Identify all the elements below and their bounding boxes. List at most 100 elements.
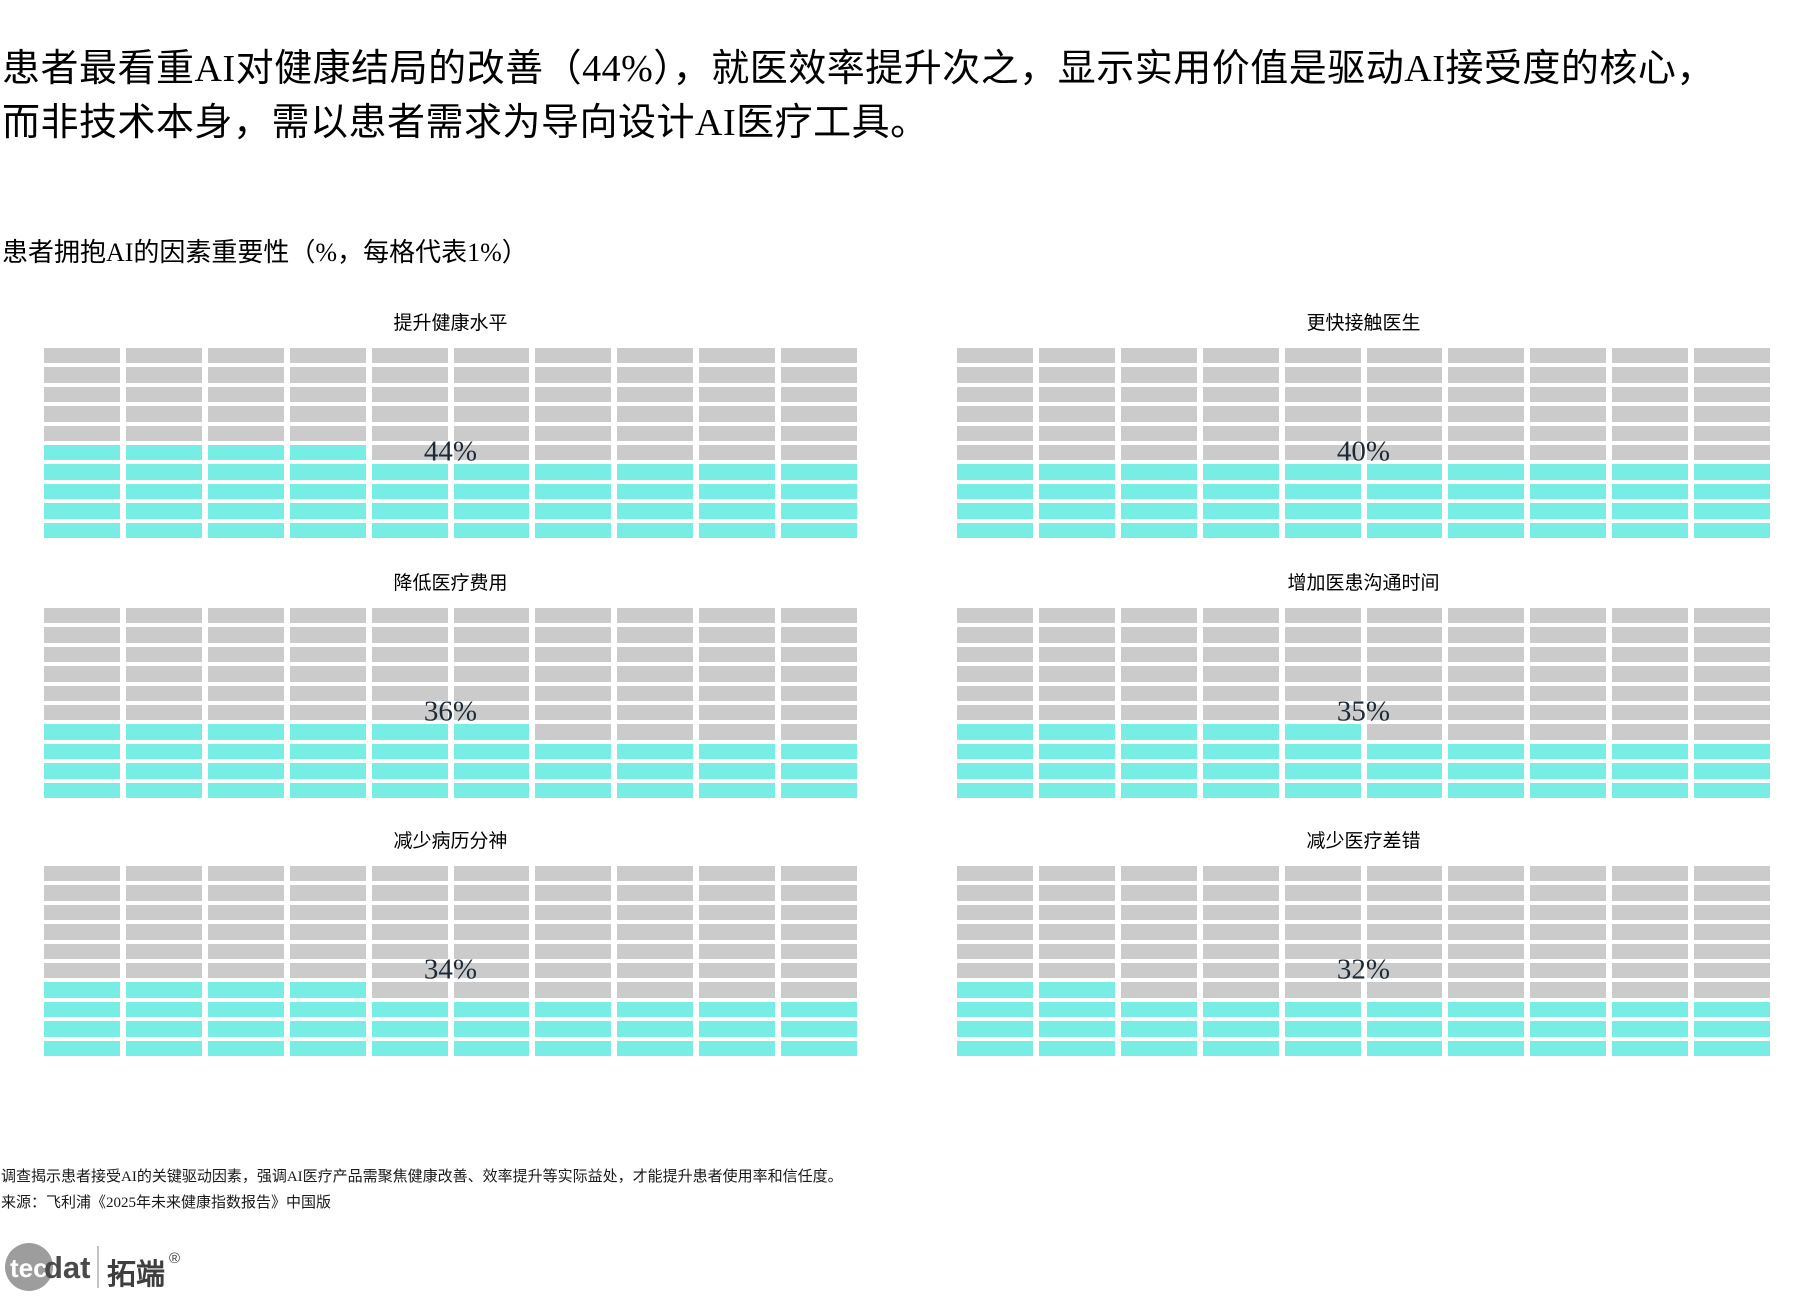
waffle-cell	[453, 1001, 530, 1018]
waffle-cell	[957, 464, 1033, 480]
waffle-cell	[781, 1001, 857, 1018]
waffle-cell	[535, 782, 612, 798]
waffle-cell	[207, 743, 284, 760]
waffle-cell	[699, 1040, 776, 1056]
waffle-cell	[1038, 685, 1115, 701]
waffle-cell	[699, 924, 776, 940]
waffle-cell	[207, 464, 284, 480]
waffle-cell	[289, 608, 366, 624]
waffle-cell	[617, 666, 694, 682]
waffle-cell	[1530, 464, 1607, 480]
waffle-cell	[1530, 367, 1607, 383]
waffle-cell	[1284, 1040, 1361, 1056]
waffle-cell	[535, 1001, 612, 1018]
waffle-cell	[535, 522, 612, 538]
waffle-cell	[781, 982, 857, 998]
waffle-cell	[1366, 724, 1443, 740]
waffle-cell	[1694, 924, 1770, 940]
waffle-cell	[1448, 406, 1525, 422]
waffle-cell	[289, 1001, 366, 1018]
waffle-cell	[1284, 866, 1361, 882]
waffle-cell	[44, 1021, 120, 1037]
waffle-cell	[1612, 406, 1689, 422]
waffle-cell	[699, 982, 776, 998]
waffle-cell	[44, 425, 120, 441]
waffle-cell	[1202, 348, 1279, 364]
waffle-cell	[1366, 522, 1443, 538]
waffle-cell	[1612, 943, 1689, 959]
waffle-cell	[957, 348, 1033, 364]
waffle-cell	[44, 444, 120, 461]
waffle-cell	[1694, 464, 1770, 480]
waffle-cell	[1284, 743, 1361, 760]
waffle-cell	[1448, 1001, 1525, 1018]
waffle-cell	[535, 464, 612, 480]
waffle-cell	[453, 666, 530, 682]
waffle-cell	[1038, 348, 1115, 364]
waffle-cell	[617, 685, 694, 701]
waffle-cell	[1448, 1040, 1525, 1056]
waffle-cell	[781, 1021, 857, 1037]
waffle-cell	[1202, 704, 1279, 721]
waffle-cell	[1366, 483, 1443, 500]
waffle-cell	[371, 425, 448, 441]
waffle-cell	[1448, 724, 1525, 740]
waffle-cell	[289, 425, 366, 441]
waffle-cell	[781, 724, 857, 740]
waffle-cell	[125, 666, 202, 682]
waffle-panel: 减少医疗差错 32%	[957, 831, 1770, 1056]
waffle-cell	[44, 1001, 120, 1018]
waffle-cell	[781, 464, 857, 480]
waffle-cell	[453, 982, 530, 998]
waffle-cell	[125, 522, 202, 538]
waffle-cell	[125, 982, 202, 998]
waffle-cell	[535, 608, 612, 624]
waffle-cell	[781, 924, 857, 940]
waffle-cell	[699, 763, 776, 779]
waffle-cell	[125, 425, 202, 441]
waffle-cell	[453, 924, 530, 940]
waffle-cell	[699, 943, 776, 959]
waffle-panel: 提升健康水平 44%	[44, 313, 857, 538]
waffle-cell	[371, 1040, 448, 1056]
waffle-cell	[699, 464, 776, 480]
waffle-cell	[1694, 724, 1770, 740]
waffle-panel: 减少病历分神 34%	[44, 831, 857, 1056]
waffle-cell	[1530, 943, 1607, 959]
waffle-cell	[535, 704, 612, 721]
waffle-cell	[289, 924, 366, 940]
waffle-cell	[44, 782, 120, 798]
waffle-cell	[1366, 406, 1443, 422]
waffle-cell	[1120, 1001, 1197, 1018]
waffle-cell	[371, 724, 448, 740]
waffle-cell	[617, 885, 694, 901]
waffle-cell	[207, 1021, 284, 1037]
waffle-cell	[371, 924, 448, 940]
waffle-cell	[1694, 685, 1770, 701]
waffle-cell	[125, 704, 202, 721]
waffle-cell	[453, 464, 530, 480]
waffle-cell	[1202, 666, 1279, 682]
waffle-cell	[1530, 386, 1607, 403]
waffle-cell	[617, 743, 694, 760]
waffle-cell	[44, 962, 120, 979]
waffle-cell	[957, 743, 1033, 760]
waffle-cell	[1038, 503, 1115, 519]
waffle-cell	[1612, 1040, 1689, 1056]
waffle-cell	[699, 782, 776, 798]
waffle-cell	[1448, 464, 1525, 480]
waffle-cell	[1530, 666, 1607, 682]
waffle-cell	[207, 627, 284, 643]
waffle-cell	[699, 666, 776, 682]
waffle-cell	[1366, 627, 1443, 643]
waffle-cell	[1120, 1021, 1197, 1037]
waffle-cell	[1694, 367, 1770, 383]
waffle-cell	[617, 627, 694, 643]
waffle-cell	[957, 522, 1033, 538]
waffle-cell	[1694, 1001, 1770, 1018]
waffle-cell	[1284, 924, 1361, 940]
waffle-cell	[1366, 782, 1443, 798]
waffle-cell	[1038, 743, 1115, 760]
waffle-cell	[957, 646, 1033, 663]
waffle-cell	[617, 367, 694, 383]
